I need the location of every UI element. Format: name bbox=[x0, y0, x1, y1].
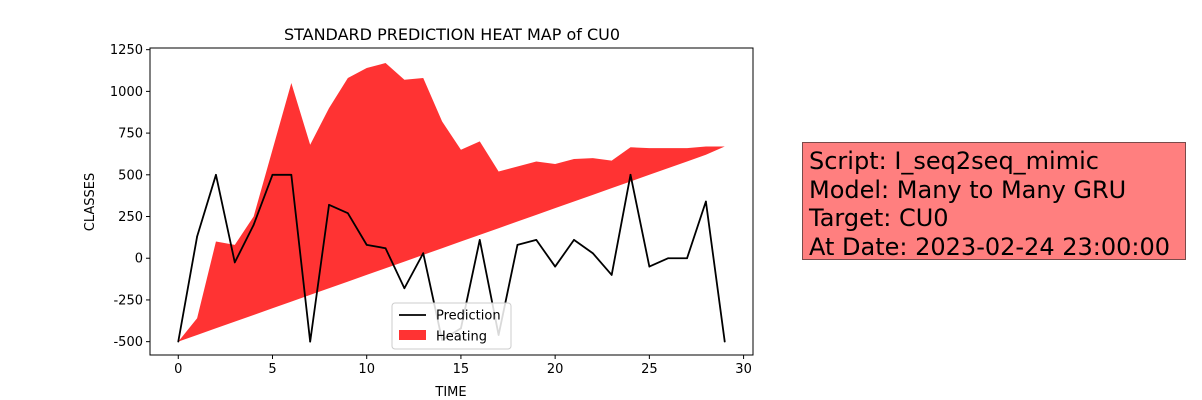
prediction-point bbox=[592, 252, 594, 255]
heating-area bbox=[178, 63, 725, 342]
y-tick-label: 250 bbox=[118, 210, 143, 225]
info-box: Script: I_seq2seq_mimic Model: Many to M… bbox=[802, 142, 1186, 261]
x-tick-label: 0 bbox=[174, 362, 182, 377]
prediction-point bbox=[365, 244, 368, 246]
prediction-point bbox=[422, 252, 425, 255]
info-target: Target: CU0 bbox=[809, 204, 949, 232]
prediction-point bbox=[290, 174, 293, 176]
prediction-point bbox=[535, 239, 538, 241]
prediction-point bbox=[629, 174, 632, 176]
prediction-point bbox=[610, 274, 613, 276]
prediction-point bbox=[215, 174, 217, 176]
y-tick-label: -500 bbox=[113, 335, 143, 350]
x-tick-label: 25 bbox=[641, 362, 658, 377]
prediction-point bbox=[648, 265, 651, 268]
y-tick-label: 750 bbox=[118, 127, 143, 142]
info-model: Model: Many to Many GRU bbox=[809, 175, 1127, 204]
prediction-point bbox=[686, 257, 688, 260]
info-date: At Date: 2023-02-24 23:00:00 bbox=[809, 232, 1171, 261]
prediction-point bbox=[271, 174, 274, 176]
prediction-point bbox=[478, 239, 481, 241]
y-tick-label: 1250 bbox=[110, 43, 143, 58]
chart-title: STANDARD PREDICTION HEAT MAP of CU0 bbox=[284, 25, 620, 44]
prediction-point bbox=[516, 244, 519, 246]
prediction-point bbox=[705, 200, 707, 203]
prediction-point bbox=[328, 204, 330, 206]
prediction-point bbox=[723, 340, 726, 343]
y-tick-label: 500 bbox=[118, 168, 143, 183]
y-axis-label: CLASSES bbox=[83, 173, 98, 231]
prediction-point bbox=[667, 257, 670, 260]
prediction-point bbox=[309, 340, 311, 343]
prediction-point bbox=[554, 265, 556, 268]
info-script: Script: I_seq2seq_mimic bbox=[809, 147, 1099, 175]
y-tick-label: 1000 bbox=[110, 85, 143, 100]
prediction-point bbox=[403, 287, 406, 290]
y-tick-label: 0 bbox=[135, 252, 143, 267]
plot-area: 0 5 10 15 20 25 30 -500 -250 0 250 500 750 1000 1250 Pr… bbox=[110, 43, 754, 377]
prediction-point bbox=[384, 247, 387, 250]
x-axis-label: TIME bbox=[434, 385, 466, 400]
prediction-point bbox=[252, 224, 255, 226]
x-tick-label: 30 bbox=[735, 362, 752, 377]
y-tick-label: -250 bbox=[113, 293, 143, 308]
x-tick-label: 15 bbox=[453, 362, 470, 377]
prediction-point bbox=[573, 239, 575, 241]
prediction-point bbox=[177, 340, 180, 343]
prediction-point bbox=[196, 235, 198, 238]
x-tick-label: 20 bbox=[547, 362, 564, 377]
prediction-point bbox=[347, 212, 349, 214]
x-tick-label: 10 bbox=[358, 362, 375, 377]
legend-heating-label: Heating bbox=[436, 330, 487, 345]
prediction-point bbox=[233, 261, 236, 264]
x-tick-label: 5 bbox=[268, 362, 276, 377]
legend-heating-swatch bbox=[399, 330, 426, 340]
axes-frame bbox=[149, 47, 754, 356]
legend-prediction-label: Prediction bbox=[436, 309, 501, 324]
